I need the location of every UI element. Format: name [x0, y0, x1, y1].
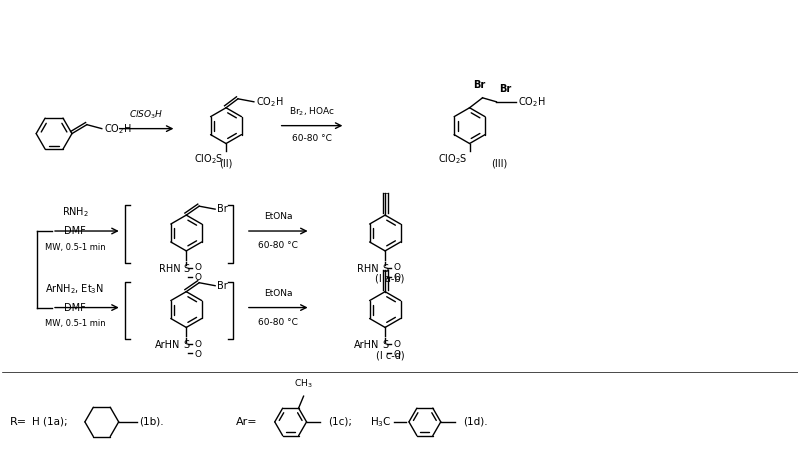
- Text: ClO$_2$S: ClO$_2$S: [194, 153, 224, 166]
- Text: CO$_2$H: CO$_2$H: [104, 122, 131, 136]
- Text: ArHN: ArHN: [155, 340, 180, 351]
- Text: RHN: RHN: [158, 264, 180, 274]
- Text: ArHN: ArHN: [354, 340, 379, 351]
- Text: S: S: [183, 340, 190, 351]
- Text: 60-80 °C: 60-80 °C: [258, 241, 298, 250]
- Text: $Cl$SO$_3$H: $Cl$SO$_3$H: [130, 108, 164, 121]
- Text: O: O: [194, 263, 202, 272]
- Text: RNH$_2$: RNH$_2$: [62, 205, 88, 219]
- Text: ClO$_2$S: ClO$_2$S: [438, 153, 467, 166]
- Text: (1c);: (1c);: [329, 417, 353, 427]
- Text: MW, 0.5-1 min: MW, 0.5-1 min: [45, 243, 106, 252]
- Text: (I c-d): (I c-d): [376, 350, 404, 360]
- Text: CO$_2$H: CO$_2$H: [256, 95, 283, 109]
- Text: Br$_2$, HOAc: Br$_2$, HOAc: [289, 105, 335, 117]
- Text: O: O: [194, 350, 202, 359]
- Text: H (1a);: H (1a);: [32, 417, 68, 427]
- Text: DMF: DMF: [64, 226, 86, 236]
- Text: O: O: [393, 273, 400, 282]
- Text: O: O: [393, 350, 400, 359]
- Text: CO$_2$H: CO$_2$H: [518, 95, 546, 109]
- Text: S: S: [183, 264, 190, 274]
- Text: Br: Br: [217, 281, 228, 291]
- Text: (II): (II): [219, 159, 233, 168]
- Text: (III): (III): [491, 159, 507, 168]
- Text: O: O: [194, 273, 202, 282]
- Text: O: O: [194, 340, 202, 349]
- Text: 60-80 °C: 60-80 °C: [292, 133, 332, 143]
- Text: (1b).: (1b).: [139, 417, 164, 427]
- Text: R=: R=: [10, 417, 27, 427]
- Text: 60-80 °C: 60-80 °C: [258, 317, 298, 327]
- Text: Br: Br: [499, 84, 512, 94]
- Text: S: S: [382, 340, 388, 351]
- Text: Br: Br: [474, 80, 486, 90]
- Text: MW, 0.5-1 min: MW, 0.5-1 min: [45, 320, 106, 329]
- Text: (I a-b): (I a-b): [375, 274, 405, 284]
- Text: EtONa: EtONa: [264, 212, 293, 221]
- Text: (1d).: (1d).: [462, 417, 487, 427]
- Text: O: O: [393, 340, 400, 349]
- Text: ArNH$_2$, Et$_3$N: ArNH$_2$, Et$_3$N: [46, 282, 105, 296]
- Text: H$_3$C: H$_3$C: [370, 415, 392, 429]
- Text: Br: Br: [217, 204, 228, 214]
- Text: RHN: RHN: [358, 264, 379, 274]
- Text: Ar=: Ar=: [236, 417, 258, 427]
- Text: CH$_3$: CH$_3$: [294, 378, 313, 390]
- Text: EtONa: EtONa: [264, 289, 293, 298]
- Text: S: S: [382, 264, 388, 274]
- Text: O: O: [393, 263, 400, 272]
- Text: DMF: DMF: [64, 302, 86, 313]
